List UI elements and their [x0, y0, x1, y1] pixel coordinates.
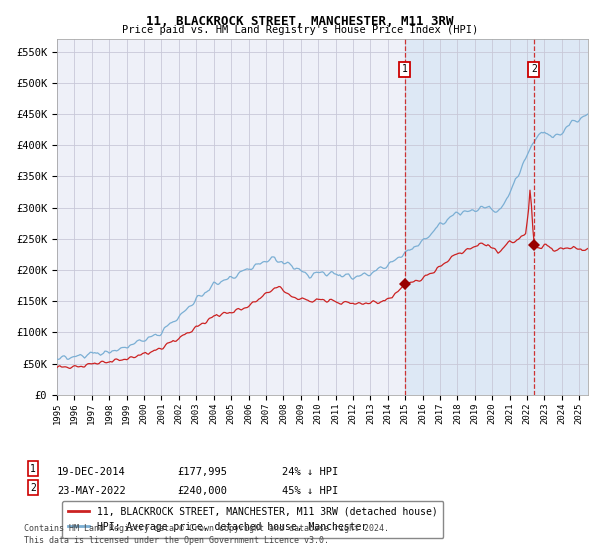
- Text: 2: 2: [531, 64, 537, 74]
- Text: 24% ↓ HPI: 24% ↓ HPI: [282, 466, 338, 477]
- Text: 1: 1: [402, 64, 407, 74]
- Text: 1: 1: [30, 464, 36, 474]
- Text: Price paid vs. HM Land Registry's House Price Index (HPI): Price paid vs. HM Land Registry's House …: [122, 25, 478, 35]
- Text: 23-MAY-2022: 23-MAY-2022: [57, 486, 126, 496]
- Bar: [404, 39, 588, 395]
- Text: Contains HM Land Registry data © Crown copyright and database right 2024.: Contains HM Land Registry data © Crown c…: [24, 524, 389, 533]
- Text: 19-DEC-2014: 19-DEC-2014: [57, 466, 126, 477]
- Legend: 11, BLACKROCK STREET, MANCHESTER, M11 3RW (detached house), HPI: Average price, : 11, BLACKROCK STREET, MANCHESTER, M11 3R…: [62, 501, 443, 538]
- Text: £177,995: £177,995: [177, 466, 227, 477]
- Text: 45% ↓ HPI: 45% ↓ HPI: [282, 486, 338, 496]
- Text: £240,000: £240,000: [177, 486, 227, 496]
- Text: This data is licensed under the Open Government Licence v3.0.: This data is licensed under the Open Gov…: [24, 536, 329, 545]
- Text: 11, BLACKROCK STREET, MANCHESTER, M11 3RW: 11, BLACKROCK STREET, MANCHESTER, M11 3R…: [146, 15, 454, 27]
- Text: 2: 2: [30, 483, 36, 493]
